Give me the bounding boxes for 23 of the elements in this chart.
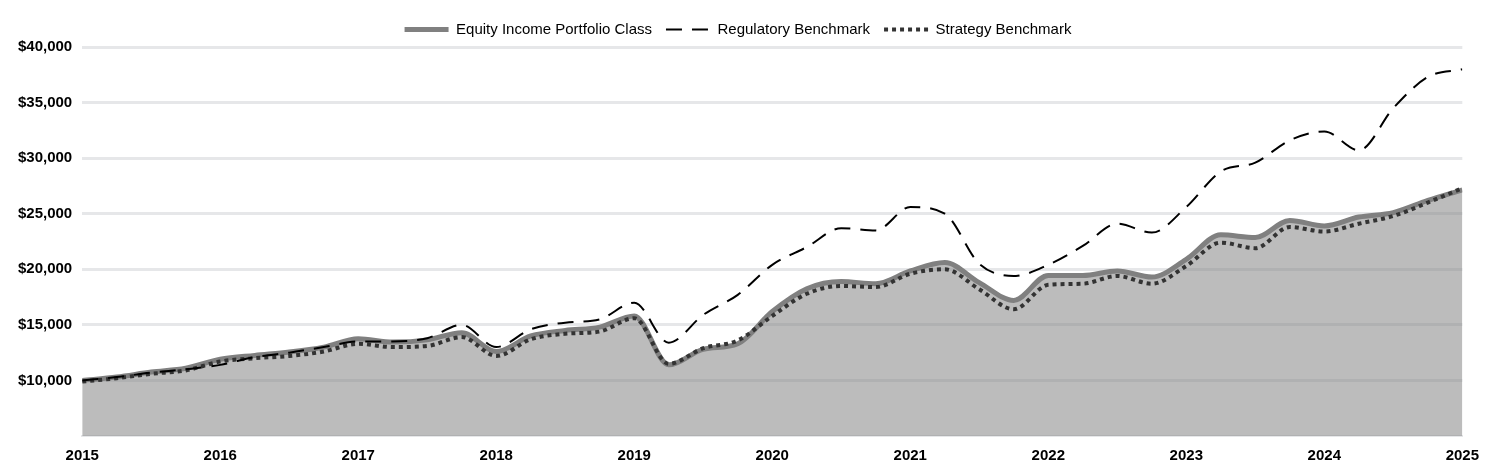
x-tick-label: 2019 xyxy=(617,446,651,464)
x-tick-label: 2024 xyxy=(1307,446,1342,464)
line-series xyxy=(82,68,1463,382)
line-series xyxy=(82,186,1463,384)
y-tick-label: $15,000 xyxy=(17,315,73,332)
y-tick-label: $40,000 xyxy=(17,37,73,55)
legend-label: Strategy Benchmark xyxy=(935,19,1072,37)
x-tick-label: 2018 xyxy=(479,446,513,464)
x-tick-label: 2025 xyxy=(1445,446,1479,464)
y-tick-label: $25,000 xyxy=(17,203,73,221)
x-tick-label: 2022 xyxy=(1031,446,1065,464)
x-tick-label: 2020 xyxy=(755,446,789,464)
y-tick-label: $20,000 xyxy=(17,259,73,277)
x-tick-label: 2021 xyxy=(893,446,927,464)
x-tick-label: 2017 xyxy=(341,446,375,464)
y-tick-label: $10,000 xyxy=(17,370,73,388)
x-tick-label: 2015 xyxy=(65,446,99,464)
x-tick-label: 2023 xyxy=(1169,446,1203,464)
legend-label: Equity Income Portfolio Class xyxy=(456,19,652,37)
y-tick-label: $30,000 xyxy=(17,148,73,166)
legend-label: Regulatory Benchmark xyxy=(717,19,871,37)
y-tick-label: $35,000 xyxy=(17,92,73,110)
x-tick-label: 2016 xyxy=(203,446,237,464)
